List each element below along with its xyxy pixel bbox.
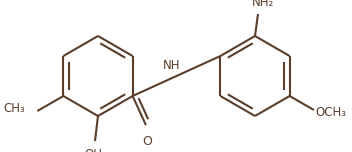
Text: NH₂: NH₂ <box>252 0 274 9</box>
Text: NH: NH <box>163 59 180 72</box>
Text: OH: OH <box>84 148 102 152</box>
Text: OCH₃: OCH₃ <box>315 105 346 119</box>
Text: CH₃: CH₃ <box>4 102 25 114</box>
Text: O: O <box>142 135 152 148</box>
